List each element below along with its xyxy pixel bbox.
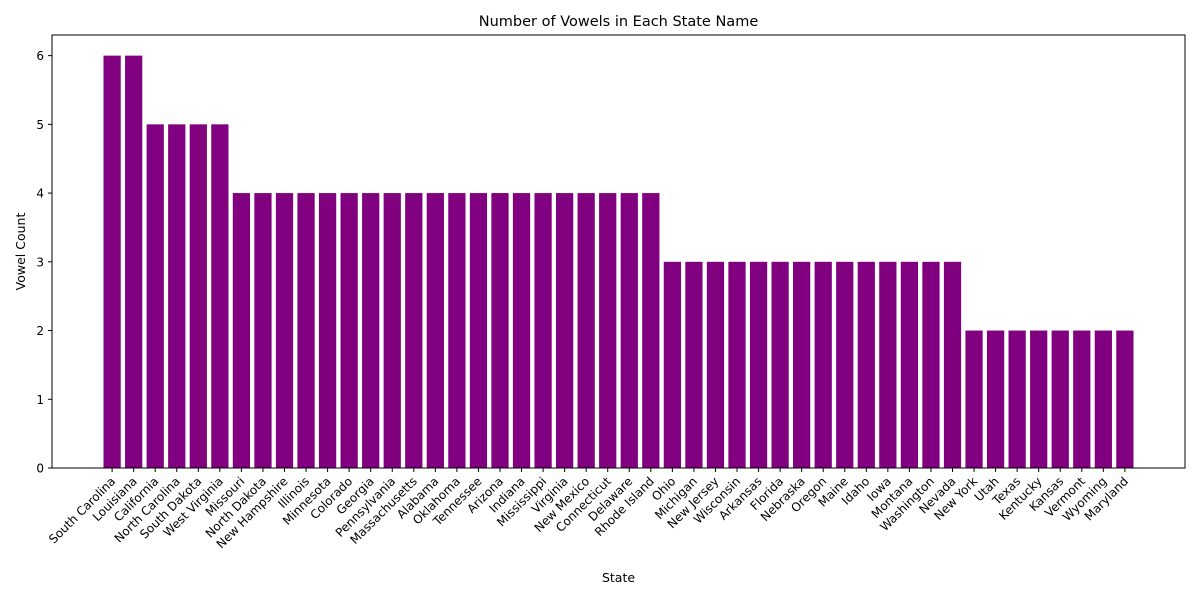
bar: [900, 261, 919, 468]
bar: [663, 261, 681, 468]
y-tick-label: 3: [36, 255, 44, 269]
bar: [1051, 330, 1069, 468]
bar: [943, 261, 962, 468]
bar: [146, 124, 164, 468]
x-axis-label: State: [602, 570, 635, 585]
bar: [232, 193, 251, 469]
bar: [1094, 330, 1112, 468]
bar: [512, 193, 531, 469]
bar: [685, 261, 703, 468]
bar: [814, 261, 832, 468]
bar: [534, 193, 552, 469]
bar: [965, 330, 983, 468]
y-tick-label: 5: [36, 118, 44, 132]
bar: [189, 124, 207, 468]
bar: [793, 261, 811, 468]
y-tick-label: 0: [36, 462, 44, 476]
y-tick-label: 2: [36, 324, 44, 338]
y-axis-label: Vowel Count: [13, 213, 28, 291]
bar: [771, 261, 789, 468]
plot-frame: [51, 34, 1186, 469]
bar: [383, 193, 401, 469]
y-tick-label: 6: [36, 49, 44, 63]
bars: [103, 55, 1134, 469]
bar: [426, 193, 444, 469]
bar: [728, 261, 746, 468]
bar: [922, 261, 940, 468]
bar: [103, 55, 121, 468]
chart-title: Number of Vowels in Each State Name: [479, 14, 759, 30]
bar: [254, 193, 272, 469]
bar: [1030, 330, 1048, 468]
bar: [879, 261, 897, 468]
bar: [491, 193, 509, 469]
bar: [1116, 330, 1134, 468]
bar: [168, 124, 186, 468]
bar: [297, 193, 315, 469]
bar: [857, 261, 875, 468]
bar: [318, 193, 337, 469]
bar: [706, 261, 725, 468]
y-tick-label: 1: [36, 393, 44, 407]
bar: [125, 55, 143, 468]
bar: [986, 330, 1005, 468]
bar: [620, 193, 638, 469]
bar: [642, 193, 660, 469]
y-axis: 0 1 2 3 4 5 6: [36, 49, 52, 476]
y-tick-label: 4: [36, 187, 44, 201]
bar: [556, 193, 574, 469]
bar: [599, 193, 617, 469]
bar: [340, 193, 358, 469]
bar: [448, 193, 466, 469]
bar: [836, 261, 854, 468]
bar: [469, 193, 488, 469]
bar: [211, 124, 229, 468]
bar: [405, 193, 423, 469]
bar: [577, 193, 595, 469]
bar: [1008, 330, 1026, 468]
bar: [275, 193, 294, 469]
bar: [362, 193, 380, 469]
bar: [1073, 330, 1091, 468]
bar: [749, 261, 768, 468]
